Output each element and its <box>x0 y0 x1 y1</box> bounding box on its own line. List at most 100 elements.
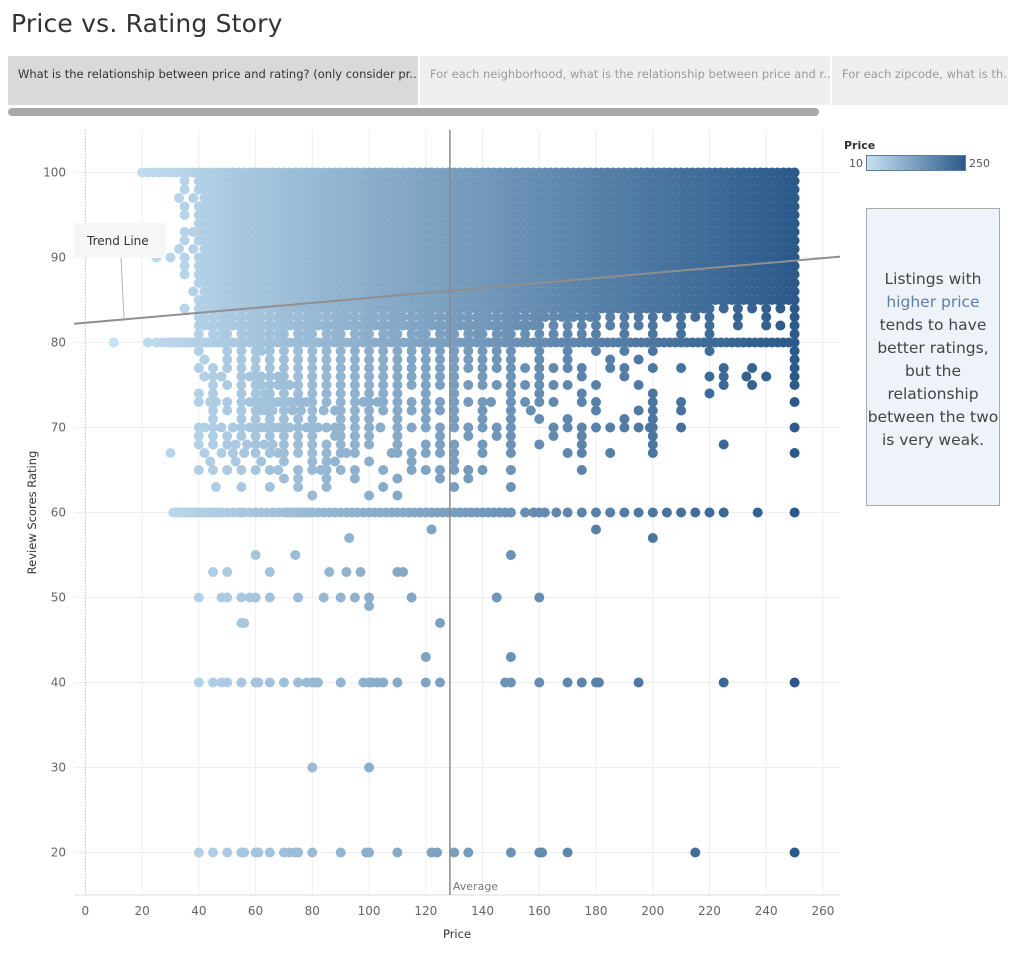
data-point <box>349 388 360 399</box>
data-point <box>222 465 233 475</box>
data-point <box>208 414 218 424</box>
data-point <box>633 677 644 688</box>
data-point <box>619 346 630 356</box>
data-point <box>349 431 360 441</box>
data-point <box>477 465 488 475</box>
data-point <box>205 456 216 467</box>
data-point <box>375 422 386 433</box>
data-point <box>676 363 687 373</box>
data-point <box>704 329 715 339</box>
data-point <box>690 312 701 322</box>
data-point <box>406 465 417 475</box>
data-point <box>256 346 267 356</box>
data-point <box>335 422 346 433</box>
data-point <box>477 405 488 416</box>
data-point <box>704 388 715 399</box>
data-point <box>576 448 587 458</box>
data-point <box>591 329 601 339</box>
data-point <box>250 465 261 475</box>
data-point <box>321 448 332 458</box>
data-point <box>548 363 559 373</box>
data-point <box>335 397 346 407</box>
data-point <box>193 388 204 399</box>
story-tab-price-rating[interactable]: What is the relationship between price a… <box>8 56 418 105</box>
data-point <box>236 380 247 390</box>
story-tab-neighborhood[interactable]: For each neighborhood, what is the relat… <box>420 56 830 105</box>
data-point <box>420 422 431 433</box>
data-point <box>449 465 460 475</box>
data-point <box>718 371 729 382</box>
data-point <box>789 320 800 331</box>
data-point <box>216 422 227 433</box>
data-point <box>576 320 587 331</box>
data-point <box>364 414 375 424</box>
data-point <box>349 363 360 373</box>
x-tick-label: 0 <box>82 904 90 918</box>
y-tick-label: 80 <box>51 336 66 350</box>
x-axis-title: Price <box>443 927 471 941</box>
data-point <box>420 380 431 390</box>
data-point <box>256 380 267 390</box>
data-point <box>364 397 375 407</box>
data-point <box>250 550 261 560</box>
data-point <box>250 414 261 424</box>
data-point <box>208 329 218 339</box>
data-point <box>505 329 516 339</box>
data-point <box>321 346 332 356</box>
data-point <box>236 354 247 365</box>
data-point <box>449 371 460 382</box>
data-point <box>222 847 233 858</box>
data-point <box>576 312 587 322</box>
data-point <box>264 592 275 603</box>
data-point <box>199 448 210 458</box>
data-point <box>591 507 601 518</box>
data-point <box>605 354 616 365</box>
y-tick-label: 60 <box>51 506 66 520</box>
data-point <box>364 762 375 773</box>
data-point <box>435 422 445 433</box>
data-point <box>747 303 758 314</box>
data-point <box>293 439 304 450</box>
data-point <box>307 397 318 407</box>
story-tab-zipcode[interactable]: For each zipcode, what is th.. <box>832 56 1008 105</box>
data-point <box>775 320 786 331</box>
data-point <box>349 422 360 433</box>
data-point <box>477 346 488 356</box>
data-point <box>293 414 304 424</box>
data-point <box>718 507 729 518</box>
data-point <box>179 261 190 271</box>
x-tick-label: 80 <box>305 904 320 918</box>
data-point <box>321 422 332 433</box>
tab-scrollbar[interactable] <box>8 108 819 116</box>
data-point <box>253 677 264 688</box>
data-point <box>619 363 630 373</box>
data-point <box>676 312 687 322</box>
data-point <box>174 244 184 254</box>
data-point <box>321 363 332 373</box>
data-point <box>222 592 233 603</box>
data-point <box>704 346 715 356</box>
data-point <box>236 405 247 416</box>
data-point <box>364 847 375 858</box>
data-point <box>278 371 289 382</box>
data-point <box>222 439 233 450</box>
data-point <box>647 414 658 424</box>
data-point <box>449 363 460 373</box>
data-point <box>548 312 559 322</box>
data-point <box>321 439 332 450</box>
data-point <box>378 354 389 365</box>
data-point <box>335 677 346 688</box>
data-point <box>307 439 318 450</box>
data-point <box>562 414 573 424</box>
data-point <box>732 320 743 331</box>
data-point <box>576 439 587 450</box>
data-point <box>463 380 474 390</box>
data-point <box>789 244 800 254</box>
data-point <box>392 405 403 416</box>
data-point <box>278 456 289 467</box>
data-point <box>392 490 403 501</box>
data-point <box>562 847 573 858</box>
data-point <box>256 371 267 382</box>
data-point <box>199 371 210 382</box>
data-point <box>364 601 375 611</box>
